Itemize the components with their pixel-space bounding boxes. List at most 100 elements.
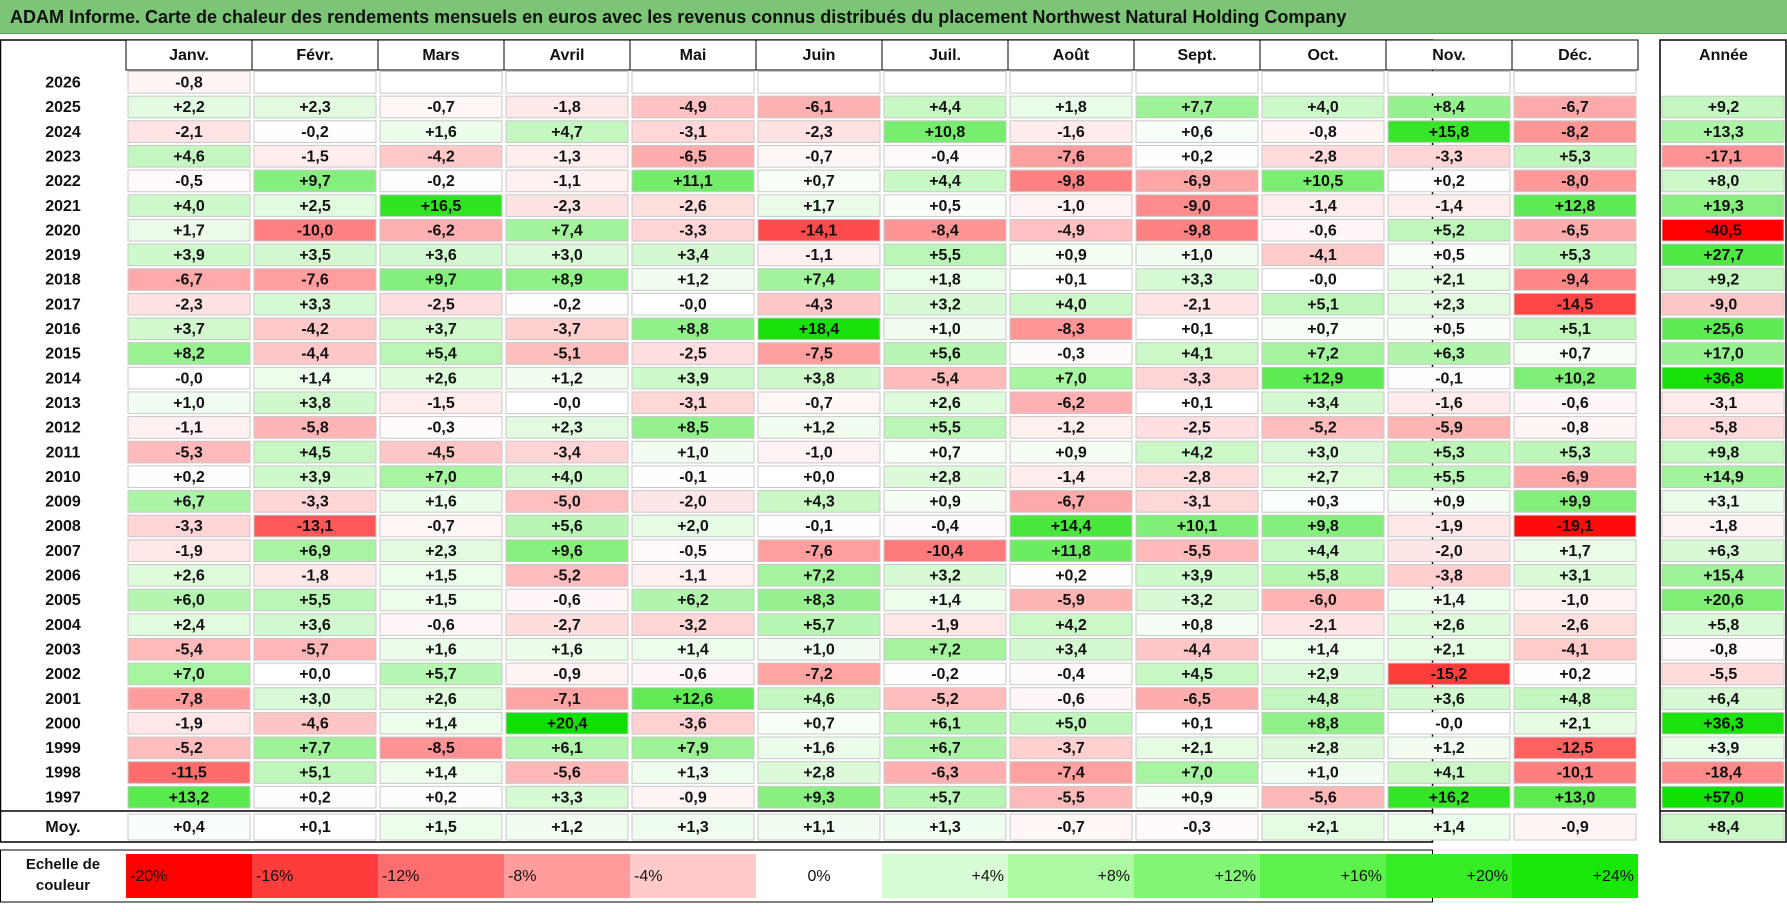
annual-cell [1662,71,1784,94]
annual-cell-value: -0,8 [1710,641,1738,658]
annual-cell-value: +20,6 [1703,592,1744,609]
heatmap-cell [1513,342,1637,365]
heatmap-cell [883,564,1007,587]
heatmap-cell-value: +2,3 [425,543,457,560]
month-header: Oct. [1307,47,1338,64]
heatmap-cell [631,613,755,636]
heatmap-cell [127,416,251,439]
heatmap-cell [1261,637,1385,661]
heatmap-cell [1009,268,1133,291]
heatmap-cell-value: -10,1 [1557,765,1594,782]
heatmap-cell [631,440,755,464]
heatmap-cell [883,490,1007,513]
heatmap-cell [253,440,377,464]
average-cell-value: +0,1 [299,819,331,836]
heatmap-cell-value: -1,1 [805,247,833,264]
heatmap-cell [1135,342,1259,365]
heatmap-cell [253,490,377,513]
heatmap-cell [1009,95,1133,119]
heatmap-cell-value: +1,6 [803,740,835,757]
heatmap-cell-value: +2,8 [1307,740,1339,757]
heatmap-cell [1009,490,1133,513]
heatmap-cell-value: +3,0 [551,247,583,264]
annual-cell [1661,292,1785,316]
heatmap-cell [1513,144,1637,168]
heatmap-cell [631,366,755,390]
heatmap-cell-value: +15,8 [1429,124,1470,141]
heatmap-cell [1513,218,1637,242]
heatmap-cell [505,243,629,267]
chart-title: ADAM Informe. Carte de chaleur des rende… [10,7,1347,27]
heatmap-cell-value: +3,2 [929,568,961,585]
scale-swatch [378,854,504,898]
heatmap-cell [1135,391,1259,415]
average-cell-value: +0,4 [173,819,205,836]
heatmap-cell [1513,613,1637,636]
heatmap-cell [253,736,377,760]
annual-cell-value: +36,3 [1703,715,1744,732]
annual-cell [1661,342,1785,365]
annual-cell-value: +17,0 [1703,346,1744,363]
heatmap-cell [1261,416,1385,439]
heatmap-cell-value: +3,9 [173,247,205,264]
heatmap-cell [1135,144,1259,168]
heatmap-cell [757,71,881,94]
heatmap-cell [127,662,251,686]
heatmap-cell [883,218,1007,242]
heatmap-cell [505,514,629,538]
heatmap-cell-value: +0,2 [173,469,205,486]
heatmap-cell-value: +2,1 [1433,272,1465,289]
row-year-label: 2012 [45,420,81,437]
heatmap-cell-value: -0,3 [427,420,455,437]
heatmap-cell-value: +0,7 [1307,321,1339,338]
heatmap-cell-value: +2,2 [173,99,205,116]
average-annual-value: +8,4 [1708,819,1740,836]
annual-cell-value: -5,8 [1710,420,1738,437]
heatmap-cell [1261,514,1385,538]
annual-cell [1661,169,1785,193]
heatmap-cell-value: -5,2 [553,568,581,585]
heatmap-cell-value: -0,8 [175,75,203,92]
heatmap-cell [631,144,755,168]
heatmap-cell-value: -2,1 [175,124,203,141]
heatmap-cell [253,169,377,193]
heatmap-cell [1513,366,1637,390]
heatmap-cell-value: +1,2 [803,420,835,437]
heatmap-cell-value: -7,6 [301,272,329,289]
heatmap-cell-value: +0,7 [929,444,961,461]
heatmap-cell-value: -0,0 [553,395,581,412]
annual-cell [1661,120,1785,143]
average-label: Moy. [45,819,80,836]
month-header-cell [881,39,1009,71]
heatmap-cell [1261,95,1385,119]
year-header: Année [1699,47,1748,64]
heatmap-cell [1009,391,1133,415]
scale-step-label: +4% [972,868,1004,885]
heatmap-cell [1261,292,1385,316]
heatmap-cell-value: +5,5 [1433,469,1465,486]
heatmap-cell-value: -8,3 [1057,321,1085,338]
heatmap-cell [1135,564,1259,587]
heatmap-cell [1513,637,1637,661]
heatmap-cell [127,539,251,562]
heatmap-cell [1513,416,1637,439]
heatmap-cell-value: +2,5 [299,198,331,215]
heatmap-cell-value: +0,7 [803,173,835,190]
heatmap-cell-value: +14,4 [1051,518,1092,535]
heatmap-cell [1009,736,1133,760]
heatmap-cell-value: +1,5 [425,592,457,609]
average-cell-value: -0,3 [1183,819,1211,836]
average-cell-value: +1,5 [425,819,457,836]
heatmap-cell-value: +7,4 [551,222,583,239]
annual-cell-value: -3,1 [1710,395,1738,412]
heatmap-cell-value: +11,8 [1051,543,1091,560]
average-cell-value: +2,1 [1307,819,1339,836]
heatmap-cell [1009,120,1133,143]
heatmap-cell [631,736,755,760]
heatmap-cell-value: +5,6 [551,518,583,535]
row-year-label: 1999 [45,740,81,757]
heatmap-cell [1513,711,1637,735]
heatmap-cell-value: -0,4 [1057,666,1085,683]
heatmap-cell [883,637,1007,661]
